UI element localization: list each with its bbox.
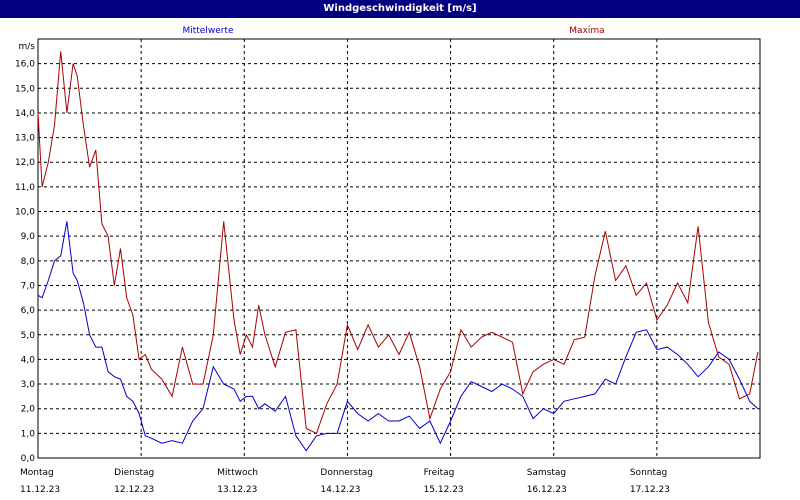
- x-tick-day: Mittwoch: [217, 468, 258, 478]
- y-tick-label: 1,0: [21, 429, 36, 439]
- x-tick-date: 13.12.23: [217, 485, 257, 495]
- y-axis-label: m/s: [19, 42, 36, 52]
- y-tick-label: 7,0: [21, 281, 36, 291]
- x-tick-day: Sonntag: [630, 468, 667, 478]
- legend-mittelwerte: Mittelwerte: [182, 26, 233, 36]
- y-tick-label: 10,0: [15, 208, 35, 218]
- y-tick-label: 0,0: [21, 454, 36, 464]
- series-line-maxima: [37, 51, 759, 435]
- x-tick-day: Montag: [20, 468, 54, 478]
- y-tick-label: 6,0: [21, 306, 36, 316]
- wind-speed-chart: 0,0 1,0 2,0 3,0 4,0 5,0 6,0 7,0 8,0 9,0 10,0 11,0 12…: [15, 26, 761, 495]
- y-tick-label: 16,0: [15, 60, 35, 70]
- y-tick-label: 15,0: [15, 84, 35, 94]
- y-tick-label: 12,0: [15, 158, 35, 168]
- x-tick-date: 15.12.23: [424, 485, 464, 495]
- y-tick-label: 11,0: [15, 183, 35, 193]
- y-tick-label: 3,0: [21, 380, 36, 390]
- x-tick-day: Samstag: [527, 468, 566, 478]
- chart-title-bar: Windgeschwindigkeit [m/s]: [0, 0, 800, 18]
- plot-frame: [37, 38, 761, 459]
- x-tick-day: Dienstag: [114, 468, 154, 478]
- chart-title: Windgeschwindigkeit [m/s]: [323, 3, 477, 14]
- y-tick-label: 4,0: [21, 355, 36, 365]
- x-tick-date: 11.12.23: [20, 485, 60, 495]
- x-tick-day: Freitag: [424, 468, 455, 478]
- x-tick-date: 16.12.23: [527, 485, 567, 495]
- x-tick-date: 14.12.23: [320, 485, 360, 495]
- x-tick-day: Donnerstag: [320, 468, 373, 478]
- x-tick-date: 17.12.23: [630, 485, 670, 495]
- y-tick-label: 9,0: [21, 232, 36, 242]
- y-tick-label: 2,0: [21, 405, 36, 415]
- y-tick-label: 14,0: [15, 109, 35, 119]
- x-tick-date: 12.12.23: [114, 485, 154, 495]
- y-tick-label: 13,0: [15, 134, 35, 144]
- y-tick-label: 5,0: [21, 331, 36, 341]
- legend-maxima: Maxima: [569, 26, 604, 36]
- y-tick-label: 8,0: [21, 257, 36, 267]
- series-line-mittelwerte: [37, 221, 759, 452]
